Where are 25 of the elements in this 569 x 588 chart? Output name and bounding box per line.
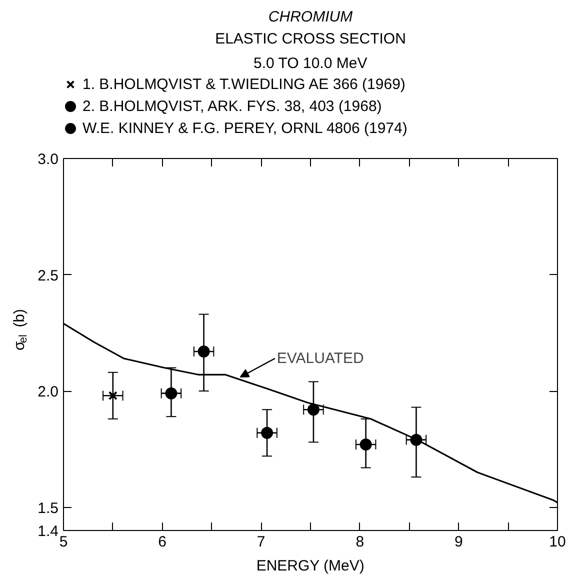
point xyxy=(360,438,372,450)
y-tick-label: 1.5 xyxy=(38,500,59,517)
x-tick-label: 5 xyxy=(59,534,68,550)
y-axis-title: σel (b) xyxy=(11,308,30,351)
legend-label: 1. B.HOLMQVIST & T.WIEDLING AE 366 (1969) xyxy=(82,76,406,93)
annotation: EVALUATED xyxy=(276,350,364,367)
x-tick-label: 10 xyxy=(549,534,566,550)
point xyxy=(307,404,320,416)
point xyxy=(198,345,210,358)
point xyxy=(165,387,178,400)
y-tick-label: 1.4 xyxy=(38,523,59,540)
y-tick-label: 2.0 xyxy=(38,384,59,400)
x-tick-label: 8 xyxy=(356,534,364,550)
legend-label: 2. B.HOLMQVIST, ARK. FYS. 38, 403 (1968) xyxy=(82,98,382,115)
chart-title: CHROMIUM xyxy=(268,8,354,26)
point xyxy=(108,391,118,400)
x-axis-title: ENERGY (MeV) xyxy=(256,558,364,574)
x-tick-label: 9 xyxy=(454,534,463,550)
chart-subtitle: ELASTIC CROSS SECTION 5.0 TO 10.0 MeV xyxy=(215,30,406,72)
legend-label: W.E. KINNEY & F.G. PEREY, ORNL 4806 (1974) xyxy=(82,120,408,137)
x-tick-label: 6 xyxy=(158,534,166,550)
y-tick-label: 3.0 xyxy=(38,151,59,168)
point xyxy=(261,426,274,439)
x-tick-label: 7 xyxy=(256,534,266,550)
y-tick-label: 2.5 xyxy=(38,267,59,284)
